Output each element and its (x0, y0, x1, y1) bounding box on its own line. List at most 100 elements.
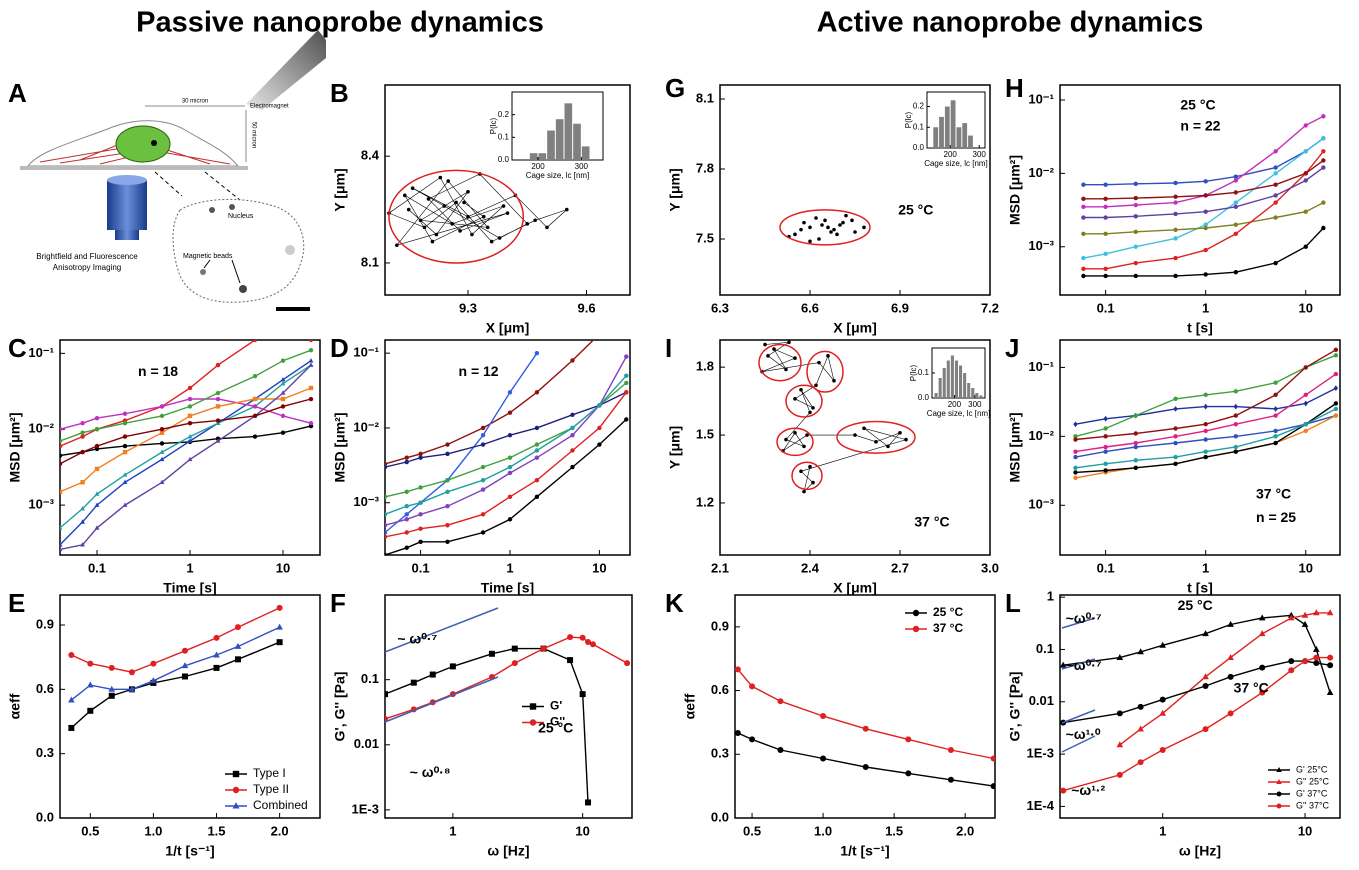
marker (1273, 165, 1278, 170)
plot-area (60, 328, 314, 552)
legend-label: 37 °C (933, 621, 963, 635)
plot-frame (59, 339, 321, 556)
marker (802, 489, 806, 494)
marker (445, 478, 450, 483)
marker (1202, 630, 1209, 637)
marker (808, 464, 812, 469)
plot-area (735, 666, 995, 790)
marker (529, 703, 537, 710)
marker (1103, 415, 1108, 422)
marker (1276, 791, 1282, 797)
x-tick-label: 10 (1298, 823, 1312, 838)
marker (404, 517, 409, 522)
y-tick-label: 0.3 (36, 745, 54, 760)
slope-guide (1061, 709, 1096, 724)
marker (385, 494, 388, 500)
marker (823, 218, 827, 223)
y-axis-label: G', G'' [Pa] (332, 672, 348, 742)
marker (87, 707, 94, 714)
marker (1233, 422, 1238, 427)
marker (280, 390, 286, 395)
marker (799, 227, 803, 232)
marker (1073, 475, 1078, 481)
marker (579, 634, 586, 641)
panel-letter: J (1005, 333, 1019, 363)
marker (281, 328, 285, 332)
marker (534, 425, 540, 431)
marker (404, 512, 409, 517)
marker (406, 207, 411, 212)
marker (80, 505, 86, 511)
marker (1233, 403, 1238, 410)
label: Magnetic beads (183, 253, 233, 260)
annotation: n = 25 (1256, 509, 1296, 525)
marker (1313, 660, 1320, 667)
plot-area (1073, 347, 1339, 481)
marker (1203, 428, 1208, 434)
x-axis-label: Cage size, lc [nm] (924, 159, 988, 168)
y-tick-label: 0.9 (711, 618, 729, 633)
dashed-line (154, 171, 183, 197)
marker (1116, 741, 1124, 748)
marker (597, 403, 602, 408)
marker (534, 448, 540, 453)
marker (445, 489, 450, 495)
histogram-bar (573, 123, 581, 160)
marker (1203, 449, 1208, 454)
marker (410, 186, 415, 191)
y-axis-label: P(lc) (489, 117, 498, 134)
bead (229, 204, 235, 210)
y-axis-label: Y [μm] (667, 168, 683, 211)
marker (1313, 654, 1320, 661)
arrow (203, 259, 211, 269)
series-line (761, 342, 908, 493)
marker (1313, 645, 1320, 652)
marker (150, 660, 157, 667)
y-axis-label: P(lc) (904, 111, 913, 128)
marker (534, 350, 540, 356)
annotation: n = 12 (459, 363, 499, 379)
marker (1116, 710, 1123, 717)
y-tick-label: 8.4 (361, 148, 380, 163)
x-tick-label: 3.0 (981, 560, 999, 575)
label: Brightfield and Fluorescence (36, 252, 138, 261)
marker (1273, 434, 1278, 439)
marker (108, 692, 115, 699)
marker (232, 770, 240, 778)
marker (1273, 413, 1278, 418)
marker (480, 442, 486, 447)
marker (1273, 193, 1278, 198)
y-tick-label: 0.1 (498, 132, 510, 141)
x-axis-label: X [μm] (833, 580, 877, 596)
marker (1173, 461, 1178, 466)
series-line (388, 173, 568, 246)
annotation: ~ω⁰·⁷ (1066, 657, 1102, 673)
cage-ellipse (758, 343, 802, 382)
marker (597, 442, 602, 447)
marker (1073, 437, 1078, 442)
y-tick-label: 0.0 (711, 809, 729, 824)
annotation: ~ ω⁰·⁸ (410, 764, 451, 780)
marker (80, 519, 86, 524)
histogram-bar (933, 127, 939, 148)
plot-area (68, 604, 283, 731)
marker (624, 390, 629, 395)
marker (1103, 231, 1108, 237)
x-axis-label: X [μm] (486, 320, 530, 336)
plot-area (1060, 609, 1334, 794)
marker (1233, 204, 1238, 210)
x-tick-label: 2.0 (271, 823, 289, 838)
marker (434, 232, 439, 237)
marker (507, 390, 513, 395)
marker (60, 427, 63, 432)
panel-a: A 30 micron Electromagnet 50 micron Nucl… (8, 30, 326, 311)
bead (151, 140, 157, 146)
marker (60, 443, 63, 449)
marker (308, 421, 314, 426)
panel-letter: C (8, 333, 27, 363)
bead (285, 245, 295, 255)
marker (1321, 114, 1326, 119)
marker (430, 239, 435, 244)
legend-label: G' 25°C (1296, 764, 1328, 774)
